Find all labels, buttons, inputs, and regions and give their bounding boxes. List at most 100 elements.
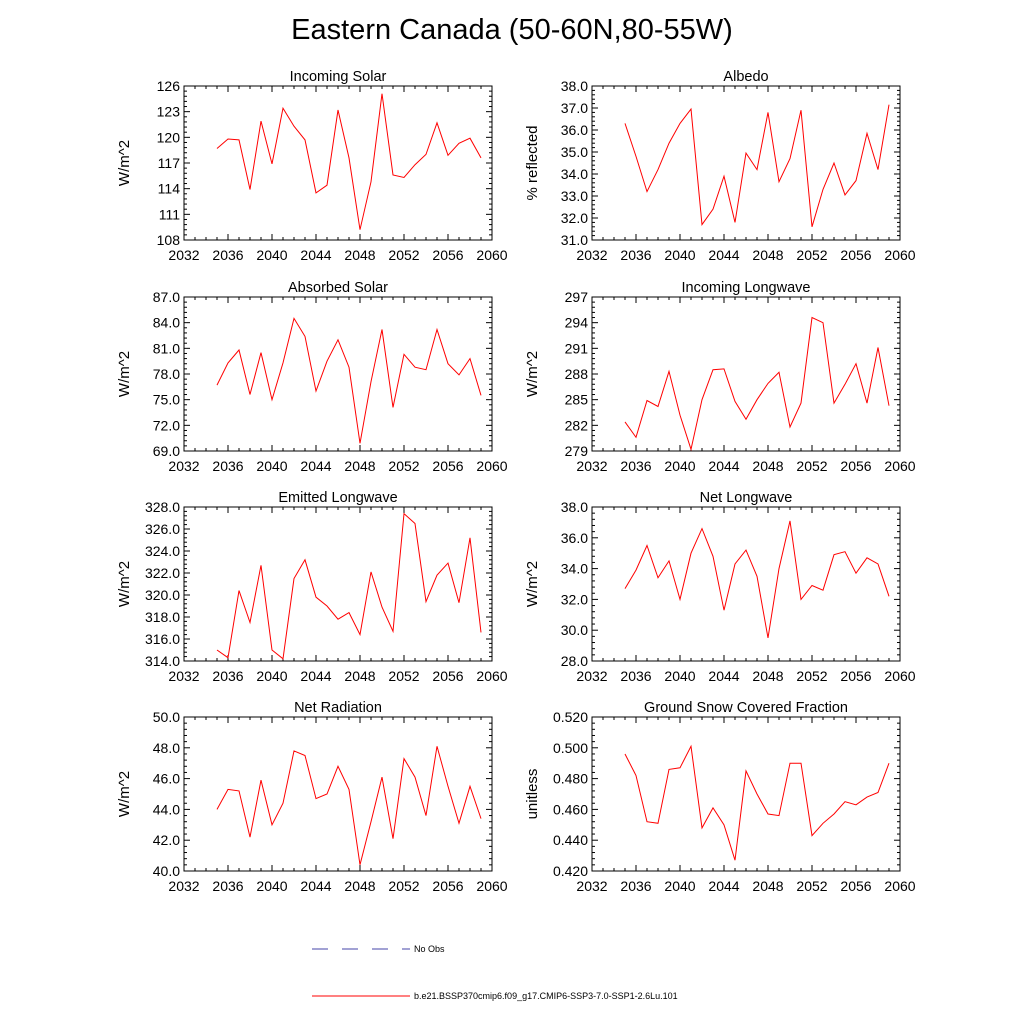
x-tick-label: 2040: [256, 878, 287, 894]
y-tick-label: 87.0: [153, 289, 180, 305]
panel-title: Absorbed Solar: [288, 280, 388, 296]
y-axis-label: % reflected: [524, 125, 541, 200]
y-tick-label: 117: [158, 155, 181, 171]
x-tick-label: 2048: [752, 668, 783, 684]
x-tick-label: 2052: [796, 458, 827, 474]
y-tick-label: 120: [157, 129, 181, 145]
y-tick-label: 38.0: [561, 78, 588, 94]
x-tick-label: 2040: [256, 668, 287, 684]
y-tick-label: 123: [157, 104, 181, 120]
x-tick-label: 2052: [388, 247, 419, 263]
x-tick-label: 2060: [476, 878, 507, 894]
x-tick-label: 2044: [300, 878, 331, 894]
y-tick-label: 69.0: [153, 443, 180, 459]
x-tick-label: 2052: [796, 668, 827, 684]
x-tick-label: 2060: [884, 247, 915, 263]
y-tick-label: 316.0: [145, 631, 180, 647]
x-tick-label: 2032: [168, 878, 199, 894]
x-tick-label: 2048: [344, 247, 375, 263]
series-line: [216, 93, 482, 230]
y-tick-label: 0.420: [553, 863, 588, 879]
y-tick-label: 0.440: [553, 832, 588, 848]
y-axis-label: W/m^2: [116, 140, 133, 186]
x-tick-label: 2044: [708, 668, 739, 684]
chart-panel-1: Albedo % reflected 2032 2036 2040 2044 2048 205…: [524, 69, 916, 263]
chart-panel-0: Incoming Solar W/m^2 2032 2036 2040 2044 2048 2…: [116, 69, 508, 263]
y-axis-label: W/m^2: [524, 351, 541, 397]
x-tick-label: 2036: [620, 878, 651, 894]
plot-frame: [183, 296, 493, 452]
x-tick-label: 2032: [576, 878, 607, 894]
x-tick-label: 2040: [664, 878, 695, 894]
x-tick-label: 2052: [796, 247, 827, 263]
y-tick-label: 126: [157, 78, 181, 94]
x-tick-label: 2044: [300, 458, 331, 474]
plot-frame: [591, 296, 901, 452]
x-tick-label: 2036: [620, 668, 651, 684]
y-tick-label: 0.480: [553, 771, 588, 787]
x-tick-label: 2060: [476, 247, 507, 263]
panel-title: Ground Snow Covered Fraction: [644, 700, 848, 716]
y-tick-label: 72.0: [153, 417, 180, 433]
y-tick-label: 288: [565, 366, 589, 382]
x-tick-label: 2052: [796, 878, 827, 894]
y-axis-label: W/m^2: [116, 771, 133, 817]
y-tick-label: 32.0: [561, 210, 588, 226]
x-tick-label: 2048: [344, 878, 375, 894]
x-tick-label: 2052: [388, 878, 419, 894]
panel-title: Incoming Longwave: [682, 280, 811, 296]
series-line: [624, 520, 890, 638]
legend: No Obs b.e21.BSSP370cmip6.f09_g17.CMIP6-…: [312, 944, 678, 1001]
y-tick-label: 0.520: [553, 709, 588, 725]
y-tick-label: 28.0: [561, 653, 588, 669]
x-tick-label: 2056: [432, 247, 463, 263]
x-tick-label: 2040: [256, 247, 287, 263]
y-tick-label: 30.0: [561, 622, 588, 638]
x-tick-label: 2040: [664, 668, 695, 684]
y-axis-label: W/m^2: [524, 561, 541, 607]
plot-frame: [183, 506, 493, 662]
y-tick-label: 111: [159, 206, 180, 222]
x-tick-label: 2032: [576, 247, 607, 263]
y-tick-label: 326.0: [145, 521, 180, 537]
x-tick-label: 2032: [168, 668, 199, 684]
y-tick-label: 84.0: [153, 315, 180, 331]
x-tick-label: 2036: [620, 458, 651, 474]
x-tick-label: 2044: [300, 668, 331, 684]
y-tick-label: 318.0: [145, 609, 180, 625]
y-tick-label: 314.0: [145, 653, 180, 669]
x-tick-label: 2060: [884, 668, 915, 684]
x-tick-label: 2036: [620, 247, 651, 263]
series-line: [624, 744, 890, 861]
x-tick-label: 2052: [388, 668, 419, 684]
panel-title: Albedo: [723, 69, 768, 85]
chart-panels: Incoming Solar W/m^2 2032 2036 2040 2044 2048 2…: [116, 69, 916, 894]
x-tick-label: 2044: [708, 247, 739, 263]
y-tick-label: 291: [565, 340, 589, 356]
x-tick-label: 2032: [576, 458, 607, 474]
x-tick-label: 2040: [256, 458, 287, 474]
x-tick-label: 2048: [752, 247, 783, 263]
x-tick-label: 2032: [168, 458, 199, 474]
plot-frame: [591, 506, 901, 662]
chart-panel-7: Ground Snow Covered Fraction unitless 2032…: [524, 700, 916, 894]
series-line: [216, 746, 482, 865]
y-tick-label: 40.0: [153, 863, 180, 879]
y-tick-label: 328.0: [145, 499, 180, 515]
plot-frame: [183, 716, 493, 872]
y-tick-label: 36.0: [561, 530, 588, 546]
x-tick-label: 2056: [432, 668, 463, 684]
x-tick-label: 2036: [212, 247, 243, 263]
legend-model-label: b.e21.BSSP370cmip6.f09_g17.CMIP6-SSP3-7.…: [414, 991, 678, 1001]
y-tick-label: 32.0: [561, 591, 588, 607]
y-tick-label: 282: [565, 417, 589, 433]
x-tick-label: 2048: [344, 668, 375, 684]
x-tick-label: 2036: [212, 458, 243, 474]
x-tick-label: 2044: [300, 247, 331, 263]
y-tick-label: 31.0: [561, 232, 588, 248]
plot-frame: [591, 716, 901, 872]
x-tick-label: 2036: [212, 668, 243, 684]
y-tick-label: 81.0: [153, 340, 180, 356]
plot-frame: [183, 85, 493, 241]
